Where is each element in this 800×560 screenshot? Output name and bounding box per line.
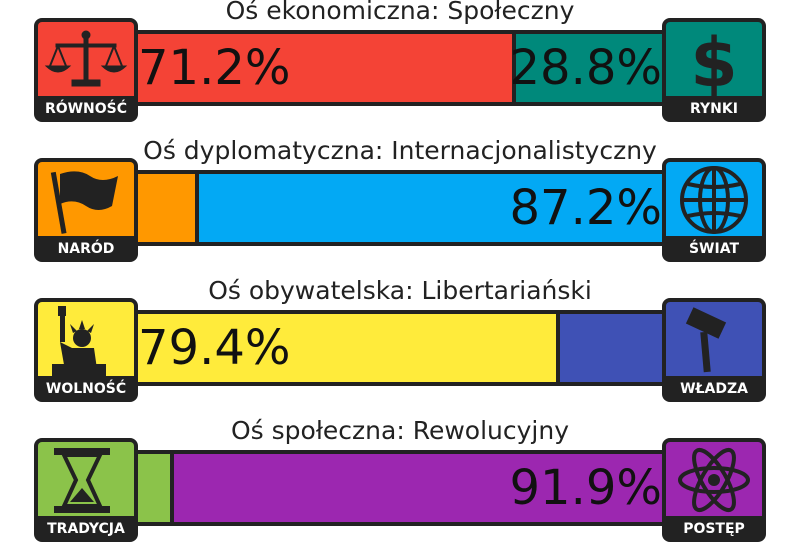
world-label: ŚWIAT: [688, 241, 740, 257]
bar-segment-authority: [560, 314, 670, 382]
markets-label: RYNKI: [690, 101, 738, 117]
world-badge: ŚWIAT: [662, 158, 766, 262]
atom-icon: [678, 447, 750, 513]
globe-icon: [680, 166, 748, 234]
scales-icon: [44, 30, 128, 87]
percent-markets: 28.8%: [509, 40, 662, 96]
bar-segment-progress: [174, 454, 670, 522]
nation-label: NARÓD: [57, 241, 115, 257]
nation-badge: NARÓD: [34, 158, 138, 262]
gavel-icon: [685, 307, 727, 373]
bar-segment-markets: [516, 34, 670, 102]
svg-text:$: $: [690, 24, 737, 96]
bar-segment-liberty: [128, 314, 556, 382]
bar-segment-nation: [128, 174, 195, 242]
tradition-badge: TRADYCJA: [34, 438, 138, 542]
equality-label: RÓWNOŚĆ: [44, 101, 128, 117]
liberty-badge: WOLNOŚĆ: [34, 298, 138, 402]
axis-title-society: Oś społeczna: Rewolucyjny: [230, 416, 569, 445]
hourglass-icon: [54, 448, 110, 513]
tradition-label: TRADYCJA: [47, 521, 125, 537]
markets-badge: $ RYNKI: [662, 18, 766, 122]
axis-title-economic: Oś ekonomiczna: Społeczny: [225, 0, 575, 25]
percent-world: 87.2%: [509, 180, 662, 236]
bar-segment-world: [199, 174, 670, 242]
axis-title-diplomatic: Oś dyplomatyczna: Internacjonalistyczny: [143, 136, 657, 165]
axis-bar-society: 91.9%: [128, 450, 670, 526]
axis-bar-civil: 79.4%: [128, 310, 670, 386]
statue-of-liberty-icon: [52, 306, 106, 376]
axis-title-civil: Oś obywatelska: Libertariański: [208, 276, 592, 305]
percent-equality: 71.2%: [138, 40, 291, 96]
bar-segment-equality: [128, 34, 512, 102]
equality-badge: RÓWNOŚĆ: [34, 18, 138, 122]
authority-label: WŁADZA: [680, 381, 748, 397]
axis-bar-diplomatic: 87.2%: [128, 170, 670, 246]
flag-icon: [50, 171, 118, 234]
liberty-label: WOLNOŚĆ: [45, 381, 127, 397]
authority-badge: WŁADZA: [662, 298, 766, 402]
percent-progress: 91.9%: [509, 460, 662, 516]
progress-badge: POSTĘP: [662, 438, 766, 542]
dollar-icon: $: [690, 24, 737, 96]
progress-label: POSTĘP: [683, 521, 745, 537]
percent-liberty: 79.4%: [138, 320, 291, 376]
axis-bar-economic: 71.2% 28.8%: [128, 30, 670, 106]
